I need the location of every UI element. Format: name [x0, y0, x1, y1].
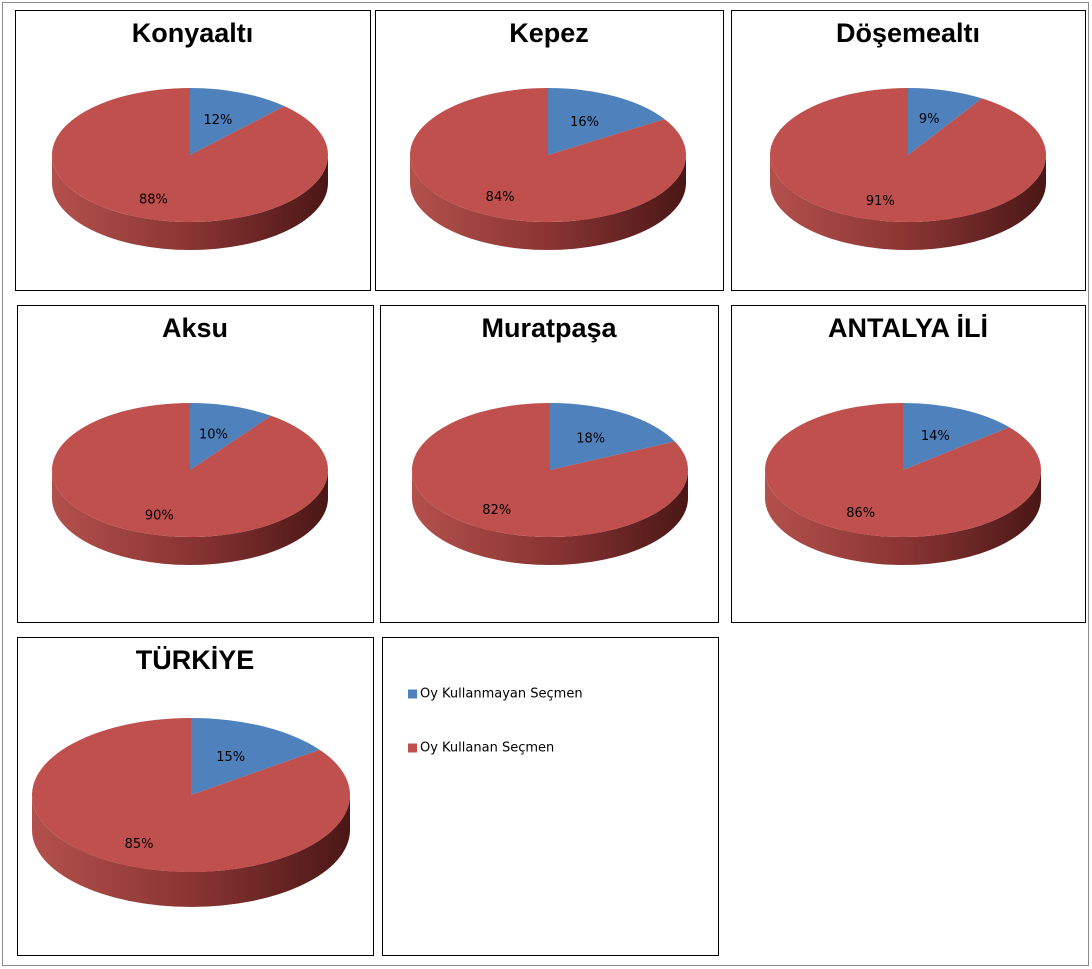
pie-slice: [550, 402, 675, 470]
pie-slice: [52, 88, 329, 222]
legend-swatch: [408, 689, 417, 699]
data-label: 86%: [846, 506, 875, 521]
pie-side: [32, 795, 350, 907]
data-label: 12%: [203, 113, 232, 128]
legend-panel: [382, 637, 719, 956]
pie-side: [410, 155, 686, 250]
data-label: 91%: [866, 194, 895, 209]
pie-slice: [410, 88, 686, 222]
data-label: 18%: [576, 431, 605, 446]
pie-slice: [903, 403, 1010, 470]
data-label: 10%: [199, 427, 228, 442]
data-label: 85%: [125, 837, 154, 852]
chart-title: Kepez: [509, 18, 589, 48]
pie-slice: [764, 403, 1041, 537]
pie-side: [765, 470, 1041, 565]
pie-side: [770, 155, 1046, 250]
pie-side: [412, 470, 688, 565]
pie-slice: [770, 88, 1046, 222]
legend-swatch: [408, 743, 417, 753]
pie-slice: [548, 88, 665, 155]
pie-slice: [191, 718, 320, 795]
chart-title: Aksu: [162, 313, 228, 343]
data-label: 88%: [139, 192, 168, 207]
legend-label: Oy Kullanmayan Seçmen: [420, 687, 583, 702]
pie-slice: [412, 403, 689, 537]
chart-title: Konyaaltı: [132, 18, 254, 48]
chart-title: TÜRKİYE: [136, 645, 255, 675]
data-label: 9%: [919, 112, 940, 127]
pie-slice: [32, 718, 351, 872]
data-label: 14%: [921, 429, 950, 444]
pie-slice: [51, 403, 328, 537]
chart-title: ANTALYA İLİ: [828, 313, 988, 343]
pie-side: [52, 155, 328, 250]
data-label: 84%: [486, 190, 515, 205]
chart-title: Muratpaşa: [481, 313, 617, 343]
pie-slice: [908, 88, 982, 155]
pie-side: [52, 470, 328, 565]
pie-slice: [190, 88, 285, 155]
data-label: 82%: [482, 503, 511, 518]
data-label: 90%: [145, 508, 174, 523]
chart-title: Döşemealtı: [836, 18, 980, 48]
legend-label: Oy Kullanan Seçmen: [420, 741, 554, 756]
data-label: 16%: [570, 115, 599, 130]
data-label: 15%: [216, 750, 245, 765]
pie-slice: [190, 403, 272, 470]
